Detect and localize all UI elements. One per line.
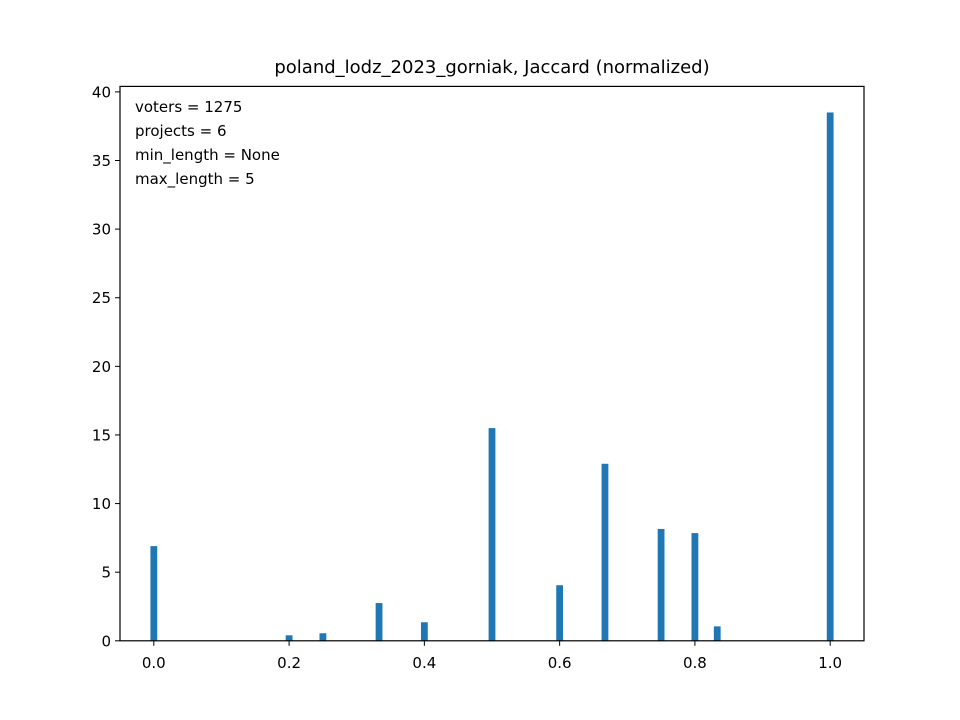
y-axis: 0 5 10 15 20 25 30 35 40 bbox=[92, 83, 120, 650]
annotation-line: voters = 1275 bbox=[135, 98, 242, 116]
y-tick-label: 25 bbox=[92, 289, 111, 307]
bar-2 bbox=[319, 633, 327, 641]
x-tick-label: 0.0 bbox=[142, 654, 166, 672]
x-axis: 0.0 0.2 0.4 0.6 0.8 1.0 bbox=[142, 640, 842, 672]
annotation-line: min_length = None bbox=[135, 146, 280, 165]
annotation-line: max_length = 5 bbox=[135, 170, 255, 189]
bar-8 bbox=[657, 528, 665, 641]
y-tick-label: 40 bbox=[92, 83, 111, 101]
bar-11 bbox=[826, 112, 834, 641]
x-tick-label: 0.8 bbox=[683, 654, 707, 672]
bar-5 bbox=[488, 428, 496, 641]
bar-1 bbox=[285, 635, 293, 641]
y-tick-label: 5 bbox=[101, 564, 111, 582]
bar-0 bbox=[150, 546, 158, 641]
bar-9 bbox=[691, 533, 699, 641]
plot-frame bbox=[119, 85, 865, 642]
x-tick-label: 1.0 bbox=[818, 654, 842, 672]
y-tick-label: 30 bbox=[92, 221, 111, 239]
bar-7 bbox=[601, 463, 609, 641]
bar-10 bbox=[713, 626, 721, 641]
x-tick-label: 0.2 bbox=[277, 654, 301, 672]
y-tick-label: 20 bbox=[92, 358, 111, 376]
y-tick-label: 15 bbox=[92, 426, 111, 444]
bars-group bbox=[150, 112, 834, 641]
bar-6 bbox=[556, 585, 564, 641]
x-tick-label: 0.4 bbox=[412, 654, 436, 672]
y-tick-label: 35 bbox=[92, 152, 111, 170]
bar-3 bbox=[375, 603, 383, 641]
y-tick-label: 10 bbox=[92, 495, 111, 513]
stats-annotation: voters = 1275 projects = 6 min_length = No… bbox=[135, 98, 280, 189]
y-tick-label: 0 bbox=[101, 632, 111, 650]
annotation-line: projects = 6 bbox=[135, 122, 227, 140]
bar-4 bbox=[420, 622, 428, 641]
x-tick-label: 0.6 bbox=[548, 654, 572, 672]
chart-title: poland_lodz_2023_gorniak, Jaccard (norma… bbox=[274, 57, 709, 78]
